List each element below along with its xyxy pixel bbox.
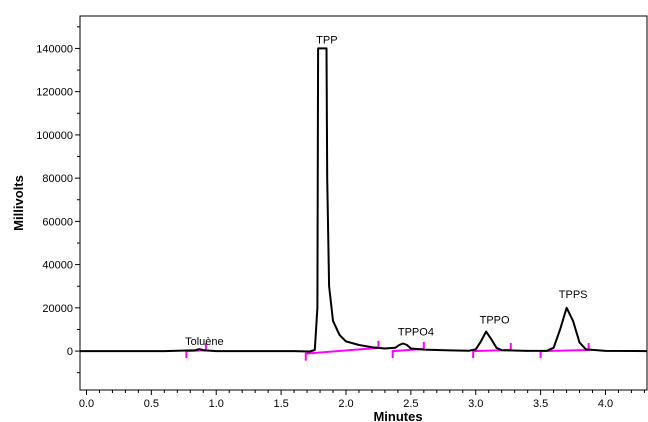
y-tick-label: 40000 — [42, 260, 73, 272]
x-axis-title: Minutes — [373, 409, 422, 422]
peak-labels: Toluène TPP TPPO4 TPPO TPPS — [185, 34, 587, 348]
y-tick-label: 140000 — [36, 43, 73, 55]
x-tick-label: 3.0 — [468, 398, 483, 410]
x-tick-label: 4.0 — [598, 398, 613, 410]
y-axis-title: Millivolts — [11, 175, 26, 231]
chromatogram-trace — [80, 47, 648, 353]
plot-frame — [79, 15, 648, 391]
y-tick-label: 100000 — [36, 130, 73, 142]
peak-label: TPPS — [559, 289, 588, 301]
y-tick-label: 60000 — [42, 216, 73, 228]
x-tick-label: 2.5 — [403, 398, 418, 410]
x-tick-label: 0.5 — [144, 398, 159, 410]
peak-label: TPPO4 — [398, 327, 434, 339]
x-tick-label: 1.5 — [273, 398, 288, 410]
x-tick-label: 0.0 — [79, 398, 94, 410]
y-tick-label: 80000 — [42, 173, 73, 185]
peak-label: Toluène — [185, 336, 224, 348]
y-tick-label: 20000 — [42, 303, 73, 315]
y-tick-label: 120000 — [36, 87, 73, 99]
x-axis-ticks: 0.0 0.5 1.0 1.5 2.0 2.5 3.0 3.5 4.0 — [79, 390, 645, 410]
peak-label: TPP — [316, 34, 337, 46]
x-tick-label: 3.5 — [533, 398, 548, 410]
baseline-segment — [305, 346, 379, 355]
peak-label: TPPO — [480, 315, 510, 327]
x-tick-label: 1.0 — [209, 398, 224, 410]
y-axis-ticks: 0 20000 40000 60000 80000 100000 120000 140000 — [36, 26, 80, 374]
y-tick-label: 0 — [67, 346, 73, 358]
x-tick-label: 2.0 — [338, 398, 353, 410]
